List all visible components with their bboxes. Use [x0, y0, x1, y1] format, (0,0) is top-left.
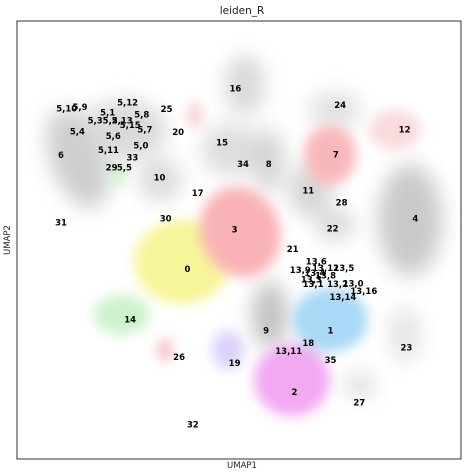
cloud-2	[254, 344, 330, 416]
cluster-label-6: 6	[58, 151, 64, 161]
cluster-label-4: 4	[412, 215, 418, 225]
cloud-12	[369, 110, 421, 150]
cluster-label-13-16: 13,16	[350, 287, 377, 297]
cloud-3	[199, 186, 281, 278]
cloud-9	[252, 281, 288, 349]
cluster-label-12: 12	[399, 126, 411, 136]
cluster-label-30: 30	[160, 215, 172, 225]
cluster-label-18: 18	[302, 339, 314, 349]
cluster-label-5-9: 5,9	[72, 103, 87, 113]
cluster-label-34: 34	[237, 160, 249, 170]
cluster-label-24: 24	[334, 101, 346, 111]
cloud-22	[315, 209, 355, 241]
cluster-label-2: 2	[292, 388, 298, 398]
cluster-label-26: 26	[173, 353, 185, 363]
cluster-label-9: 9	[263, 327, 269, 337]
cluster-label-28: 28	[336, 198, 348, 208]
cloud-5	[83, 100, 167, 160]
cluster-label-13-11: 13,11	[275, 347, 302, 357]
cluster-label-5-11: 5,11	[98, 146, 119, 156]
cluster-label-17: 17	[192, 189, 204, 199]
cluster-label-5-13: 5,13	[112, 116, 133, 126]
cluster-label-33: 33	[126, 154, 138, 164]
cluster-label-1: 1	[328, 327, 334, 337]
cluster-label-5-10: 5,10	[56, 105, 77, 115]
cluster-label-5-3: 5,3	[88, 116, 103, 126]
cluster-label-13-12: 13,12	[312, 264, 339, 274]
cloud-7	[304, 125, 356, 185]
cluster-label-35: 35	[325, 356, 337, 366]
y-axis-label: UMAP2	[3, 225, 13, 255]
x-axis-label: UMAP1	[227, 461, 257, 471]
cluster-label-29: 29	[106, 164, 118, 174]
cluster-label-5-4: 5,4	[70, 127, 85, 137]
cloud-16	[225, 55, 265, 115]
cloud-1	[292, 288, 368, 352]
cloud-25	[187, 101, 203, 129]
cloud-23	[389, 307, 421, 363]
cluster-label-27: 27	[353, 399, 365, 409]
cluster-label-32: 32	[187, 420, 199, 430]
cloud-19	[212, 330, 244, 370]
cluster-label-13-0: 13,0	[343, 279, 364, 289]
cluster-label-14: 14	[124, 316, 136, 326]
cluster-label-15: 15	[216, 138, 228, 148]
cluster-label-5-6: 5,6	[106, 132, 121, 142]
cluster-label-5-1: 5,1	[100, 109, 115, 119]
cluster-label-5-7: 5,7	[137, 126, 152, 136]
cloud-15	[202, 124, 258, 176]
cloud-29	[110, 165, 126, 185]
cloud-26	[157, 338, 173, 362]
cloud-10	[138, 158, 182, 202]
cloud-24	[309, 92, 361, 128]
cluster-label-5-0: 5,0	[133, 141, 148, 151]
cluster-label-3: 3	[232, 226, 238, 236]
cluster-label-13-6: 13,6	[306, 258, 327, 268]
cluster-label-5-12: 5,12	[117, 99, 138, 109]
cluster-label-13-4: 13,4	[304, 269, 325, 279]
cluster-label-8: 8	[266, 160, 272, 170]
cell-density-clouds	[46, 55, 442, 416]
cluster-label-21: 21	[287, 245, 299, 255]
cluster-label-13-9: 13,9	[290, 266, 311, 276]
cluster-label-19: 19	[229, 359, 241, 369]
cluster-label-10: 10	[154, 173, 166, 183]
cloud-27	[344, 371, 376, 399]
cluster-label-13-2: 13,2	[327, 280, 348, 290]
cluster-label-13-14: 13,14	[329, 293, 356, 303]
cloud-4	[378, 164, 442, 276]
cluster-label-22: 22	[327, 225, 339, 235]
cloud-14	[94, 295, 150, 335]
cluster-label-13-1: 13,1	[303, 280, 324, 290]
cluster-label-5-8: 5,8	[134, 110, 149, 120]
cluster-label-13-3: 13,3	[301, 275, 322, 285]
cluster-label-13-8: 13,8	[315, 272, 336, 282]
chart-title: leiden_R	[220, 5, 265, 17]
cluster-label-0: 0	[185, 265, 191, 275]
cluster-label-5-2: 5,2	[103, 116, 118, 126]
cluster-label-20: 20	[172, 128, 184, 138]
cluster-label-7: 7	[333, 151, 339, 161]
cloud-8	[252, 128, 284, 192]
cluster-label-25: 25	[161, 105, 173, 115]
cluster-label-5-15: 5,15	[120, 121, 141, 131]
cluster-label-5-5: 5,5	[117, 164, 132, 174]
cluster-label-31: 31	[55, 219, 67, 229]
cluster-label-23: 23	[400, 343, 412, 353]
cluster-label-13-5: 13,5	[333, 264, 354, 274]
cluster-label-16: 16	[229, 85, 241, 95]
cluster-label-11: 11	[302, 187, 314, 197]
